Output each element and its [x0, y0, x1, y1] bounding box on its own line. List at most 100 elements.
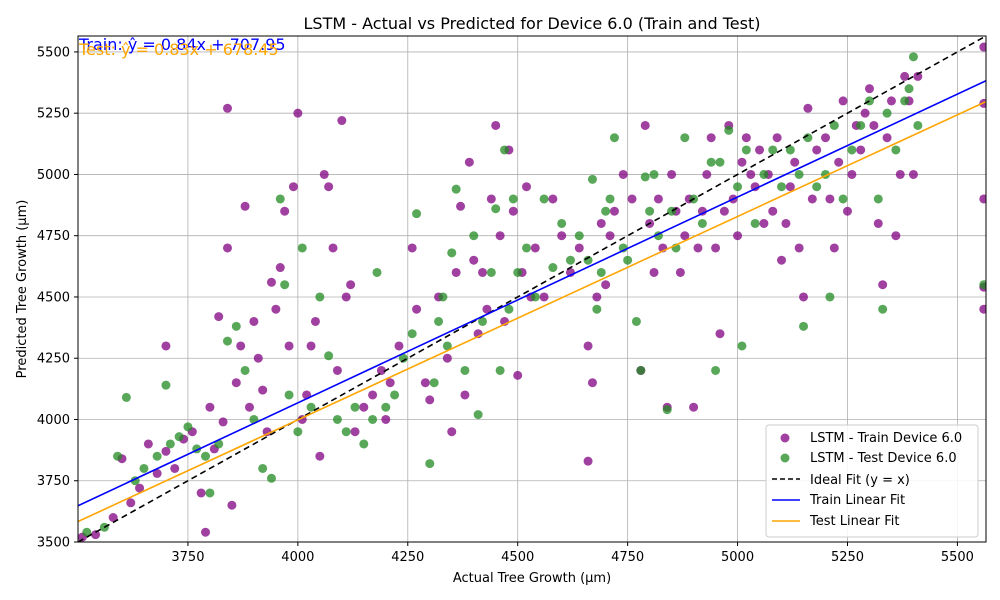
- data-point: [812, 145, 822, 155]
- legend-ideal-label: Ideal Fit (y = x): [810, 473, 910, 488]
- legend-train-marker: [780, 433, 790, 443]
- data-point: [697, 218, 707, 228]
- data-point: [337, 116, 347, 126]
- data-point: [522, 182, 532, 192]
- data-point: [873, 194, 883, 204]
- x-tick-label: 4250: [391, 550, 424, 565]
- axis-ticks: 3750 4000 4250 4500 4750 5000 5250 5500 3500 3750…: [37, 45, 974, 565]
- x-tick-label: 5500: [941, 550, 974, 565]
- data-point: [262, 427, 272, 437]
- data-point: [882, 133, 892, 143]
- data-point: [719, 206, 729, 216]
- data-point: [900, 96, 910, 106]
- data-point: [548, 263, 558, 273]
- data-point: [359, 402, 369, 412]
- data-point: [82, 527, 92, 537]
- legend-test-fit-label: Test Linear Fit: [809, 514, 900, 529]
- data-point: [596, 218, 606, 228]
- data-point: [332, 414, 342, 424]
- data-point: [895, 169, 905, 179]
- data-point: [231, 378, 241, 388]
- data-point: [161, 446, 171, 456]
- data-point: [715, 329, 725, 339]
- data-point: [346, 280, 356, 290]
- data-point: [412, 304, 422, 314]
- y-tick-label: 3500: [37, 536, 70, 551]
- data-point: [306, 402, 316, 412]
- data-point: [143, 439, 153, 449]
- data-point: [834, 157, 844, 167]
- data-point: [618, 169, 628, 179]
- data-point: [288, 182, 298, 192]
- data-point: [513, 267, 523, 277]
- data-point: [522, 243, 532, 253]
- data-point: [486, 267, 496, 277]
- data-point: [667, 206, 677, 216]
- data-point: [777, 255, 787, 265]
- data-point: [223, 103, 233, 113]
- data-point: [609, 133, 619, 143]
- data-point: [244, 402, 254, 412]
- data-point: [596, 267, 606, 277]
- data-point: [557, 218, 567, 228]
- data-point: [913, 120, 923, 130]
- data-point: [601, 206, 611, 216]
- data-point: [478, 316, 488, 326]
- data-point: [152, 451, 162, 461]
- data-point: [609, 206, 619, 216]
- data-point: [768, 145, 778, 155]
- legend-test-marker: [780, 453, 790, 463]
- legend: LSTM - Train Device 6.0 LSTM - Test Devi…: [765, 424, 979, 538]
- legend-train-label: LSTM - Train Device 6.0: [810, 431, 962, 446]
- data-point: [394, 341, 404, 351]
- data-point: [891, 231, 901, 241]
- data-point: [139, 463, 149, 473]
- data-point: [873, 218, 883, 228]
- data-point: [530, 243, 540, 253]
- data-point: [275, 263, 285, 273]
- data-point: [623, 255, 633, 265]
- x-tick-label: 4500: [501, 550, 534, 565]
- data-point: [825, 194, 835, 204]
- data-point: [196, 488, 206, 498]
- data-point: [390, 390, 400, 400]
- data-point: [790, 157, 800, 167]
- chart-title: LSTM - Actual vs Predicted for Device 6.…: [304, 14, 761, 33]
- data-point: [662, 405, 672, 415]
- data-point: [587, 174, 597, 184]
- data-point: [636, 365, 646, 375]
- data-point: [530, 292, 540, 302]
- data-point: [464, 157, 474, 167]
- data-point: [372, 267, 382, 277]
- data-point: [746, 169, 756, 179]
- data-point: [706, 133, 716, 143]
- data-point: [768, 206, 778, 216]
- data-point: [381, 402, 391, 412]
- data-point: [266, 277, 276, 287]
- train-fit-line: [78, 79, 986, 507]
- data-point: [500, 145, 510, 155]
- data-point: [486, 194, 496, 204]
- data-point: [847, 169, 857, 179]
- data-point: [812, 182, 822, 192]
- data-point: [741, 133, 751, 143]
- data-point: [201, 527, 211, 537]
- data-point: [565, 255, 575, 265]
- x-tick-label: 3750: [171, 550, 204, 565]
- data-point: [838, 96, 848, 106]
- data-point: [711, 243, 721, 253]
- data-point: [781, 218, 791, 228]
- data-point: [667, 169, 677, 179]
- data-point: [680, 231, 690, 241]
- data-point: [425, 395, 435, 405]
- data-point: [447, 427, 457, 437]
- data-point: [605, 194, 615, 204]
- data-point: [201, 451, 211, 461]
- data-point: [214, 312, 224, 322]
- scatter-points: [78, 42, 986, 542]
- data-point: [152, 468, 162, 478]
- data-point: [240, 201, 250, 211]
- data-point: [368, 390, 378, 400]
- data-point: [249, 316, 259, 326]
